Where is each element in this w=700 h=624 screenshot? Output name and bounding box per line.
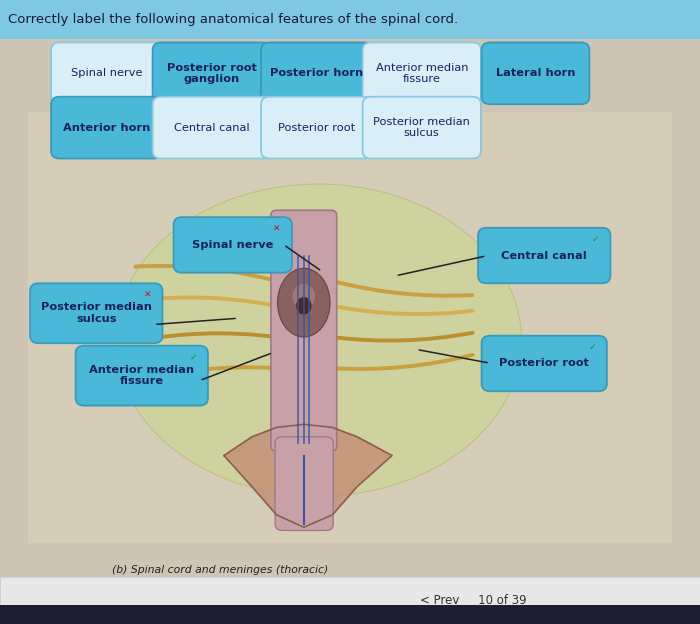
Text: Posterior horn: Posterior horn [270,68,363,79]
FancyBboxPatch shape [363,42,481,104]
Text: Posterior root: Posterior root [278,122,356,133]
FancyBboxPatch shape [0,605,700,624]
Text: ✕: ✕ [273,225,281,233]
Text: Spinal nerve: Spinal nerve [192,240,274,250]
Text: Lateral horn: Lateral horn [496,68,575,79]
FancyBboxPatch shape [261,97,372,158]
Text: Anterior median
fissure: Anterior median fissure [375,62,468,84]
Polygon shape [224,424,392,527]
FancyBboxPatch shape [28,112,672,543]
Text: < Prev     10 of 39: < Prev 10 of 39 [420,594,526,607]
FancyBboxPatch shape [51,42,162,104]
FancyBboxPatch shape [271,210,337,451]
FancyBboxPatch shape [0,0,700,39]
Text: ✕: ✕ [144,291,151,300]
Text: ✓: ✓ [588,343,596,352]
Ellipse shape [116,184,522,496]
Text: Central canal: Central canal [501,250,587,261]
FancyBboxPatch shape [363,97,481,158]
Text: Posterior root
ganglion: Posterior root ganglion [167,62,257,84]
FancyBboxPatch shape [76,346,208,406]
Text: Correctly label the following anatomical features of the spinal cord.: Correctly label the following anatomical… [8,13,458,26]
Ellipse shape [277,268,330,337]
FancyBboxPatch shape [174,217,292,273]
Text: Posterior median
sulcus: Posterior median sulcus [373,117,470,139]
Text: Posterior median
sulcus: Posterior median sulcus [41,303,152,324]
Text: Anterior median
fissure: Anterior median fissure [89,365,195,386]
Text: Anterior horn: Anterior horn [63,122,150,133]
Text: Posterior root: Posterior root [499,358,589,369]
Text: ✓: ✓ [592,235,599,244]
FancyBboxPatch shape [275,437,333,530]
FancyBboxPatch shape [261,42,372,104]
Ellipse shape [293,284,315,309]
Text: ✓: ✓ [189,353,197,362]
FancyBboxPatch shape [482,42,589,104]
Text: Spinal nerve: Spinal nerve [71,68,143,79]
FancyBboxPatch shape [51,97,162,158]
FancyBboxPatch shape [30,283,162,343]
FancyBboxPatch shape [153,42,271,104]
Ellipse shape [296,297,312,314]
FancyBboxPatch shape [478,228,610,283]
FancyBboxPatch shape [153,97,271,158]
Text: (b) Spinal cord and meninges (thoracic): (b) Spinal cord and meninges (thoracic) [112,565,328,575]
FancyBboxPatch shape [482,336,607,391]
FancyBboxPatch shape [0,577,700,624]
Text: Central canal: Central canal [174,122,250,133]
